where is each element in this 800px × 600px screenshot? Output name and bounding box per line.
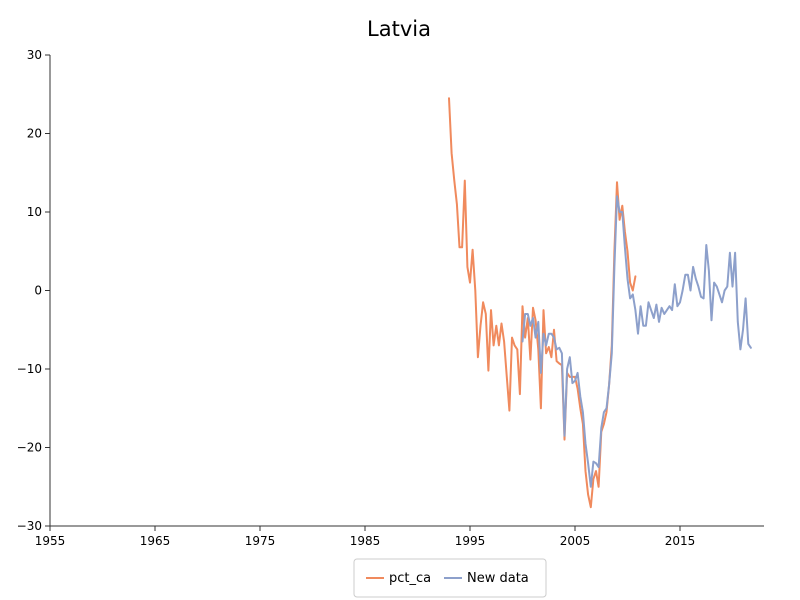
y-tick-label: −20 (17, 441, 42, 455)
y-tick-label: −10 (17, 362, 42, 376)
y-tick-label: 10 (27, 205, 42, 219)
chart-title: Latvia (367, 17, 431, 41)
y-tick-label: −30 (17, 519, 42, 533)
x-tick-label: 2005 (560, 534, 591, 548)
y-tick-label: 20 (27, 127, 42, 141)
x-axis-ticks: 1955 1965 1975 1985 1995 2005 2015 (35, 526, 696, 548)
x-tick-label: 1985 (350, 534, 381, 548)
series-line-pct-ca (448, 97, 637, 509)
x-tick-label: 1995 (455, 534, 486, 548)
y-axis-ticks: −30 −20 −10 0 10 20 30 (17, 48, 50, 533)
legend-label-new-data: New data (467, 571, 529, 586)
x-tick-label: 2015 (665, 534, 696, 548)
x-tick-label: 1965 (140, 534, 171, 548)
legend-label-pct-ca: pct_ca (389, 571, 431, 586)
series-layer (448, 97, 752, 509)
y-tick-label: 30 (27, 48, 42, 62)
legend: pct_ca New data (353, 558, 547, 598)
series-line-new-data (521, 195, 752, 488)
x-tick-label: 1955 (35, 534, 66, 548)
x-tick-label: 1975 (245, 534, 276, 548)
y-tick-label: 0 (34, 284, 42, 298)
